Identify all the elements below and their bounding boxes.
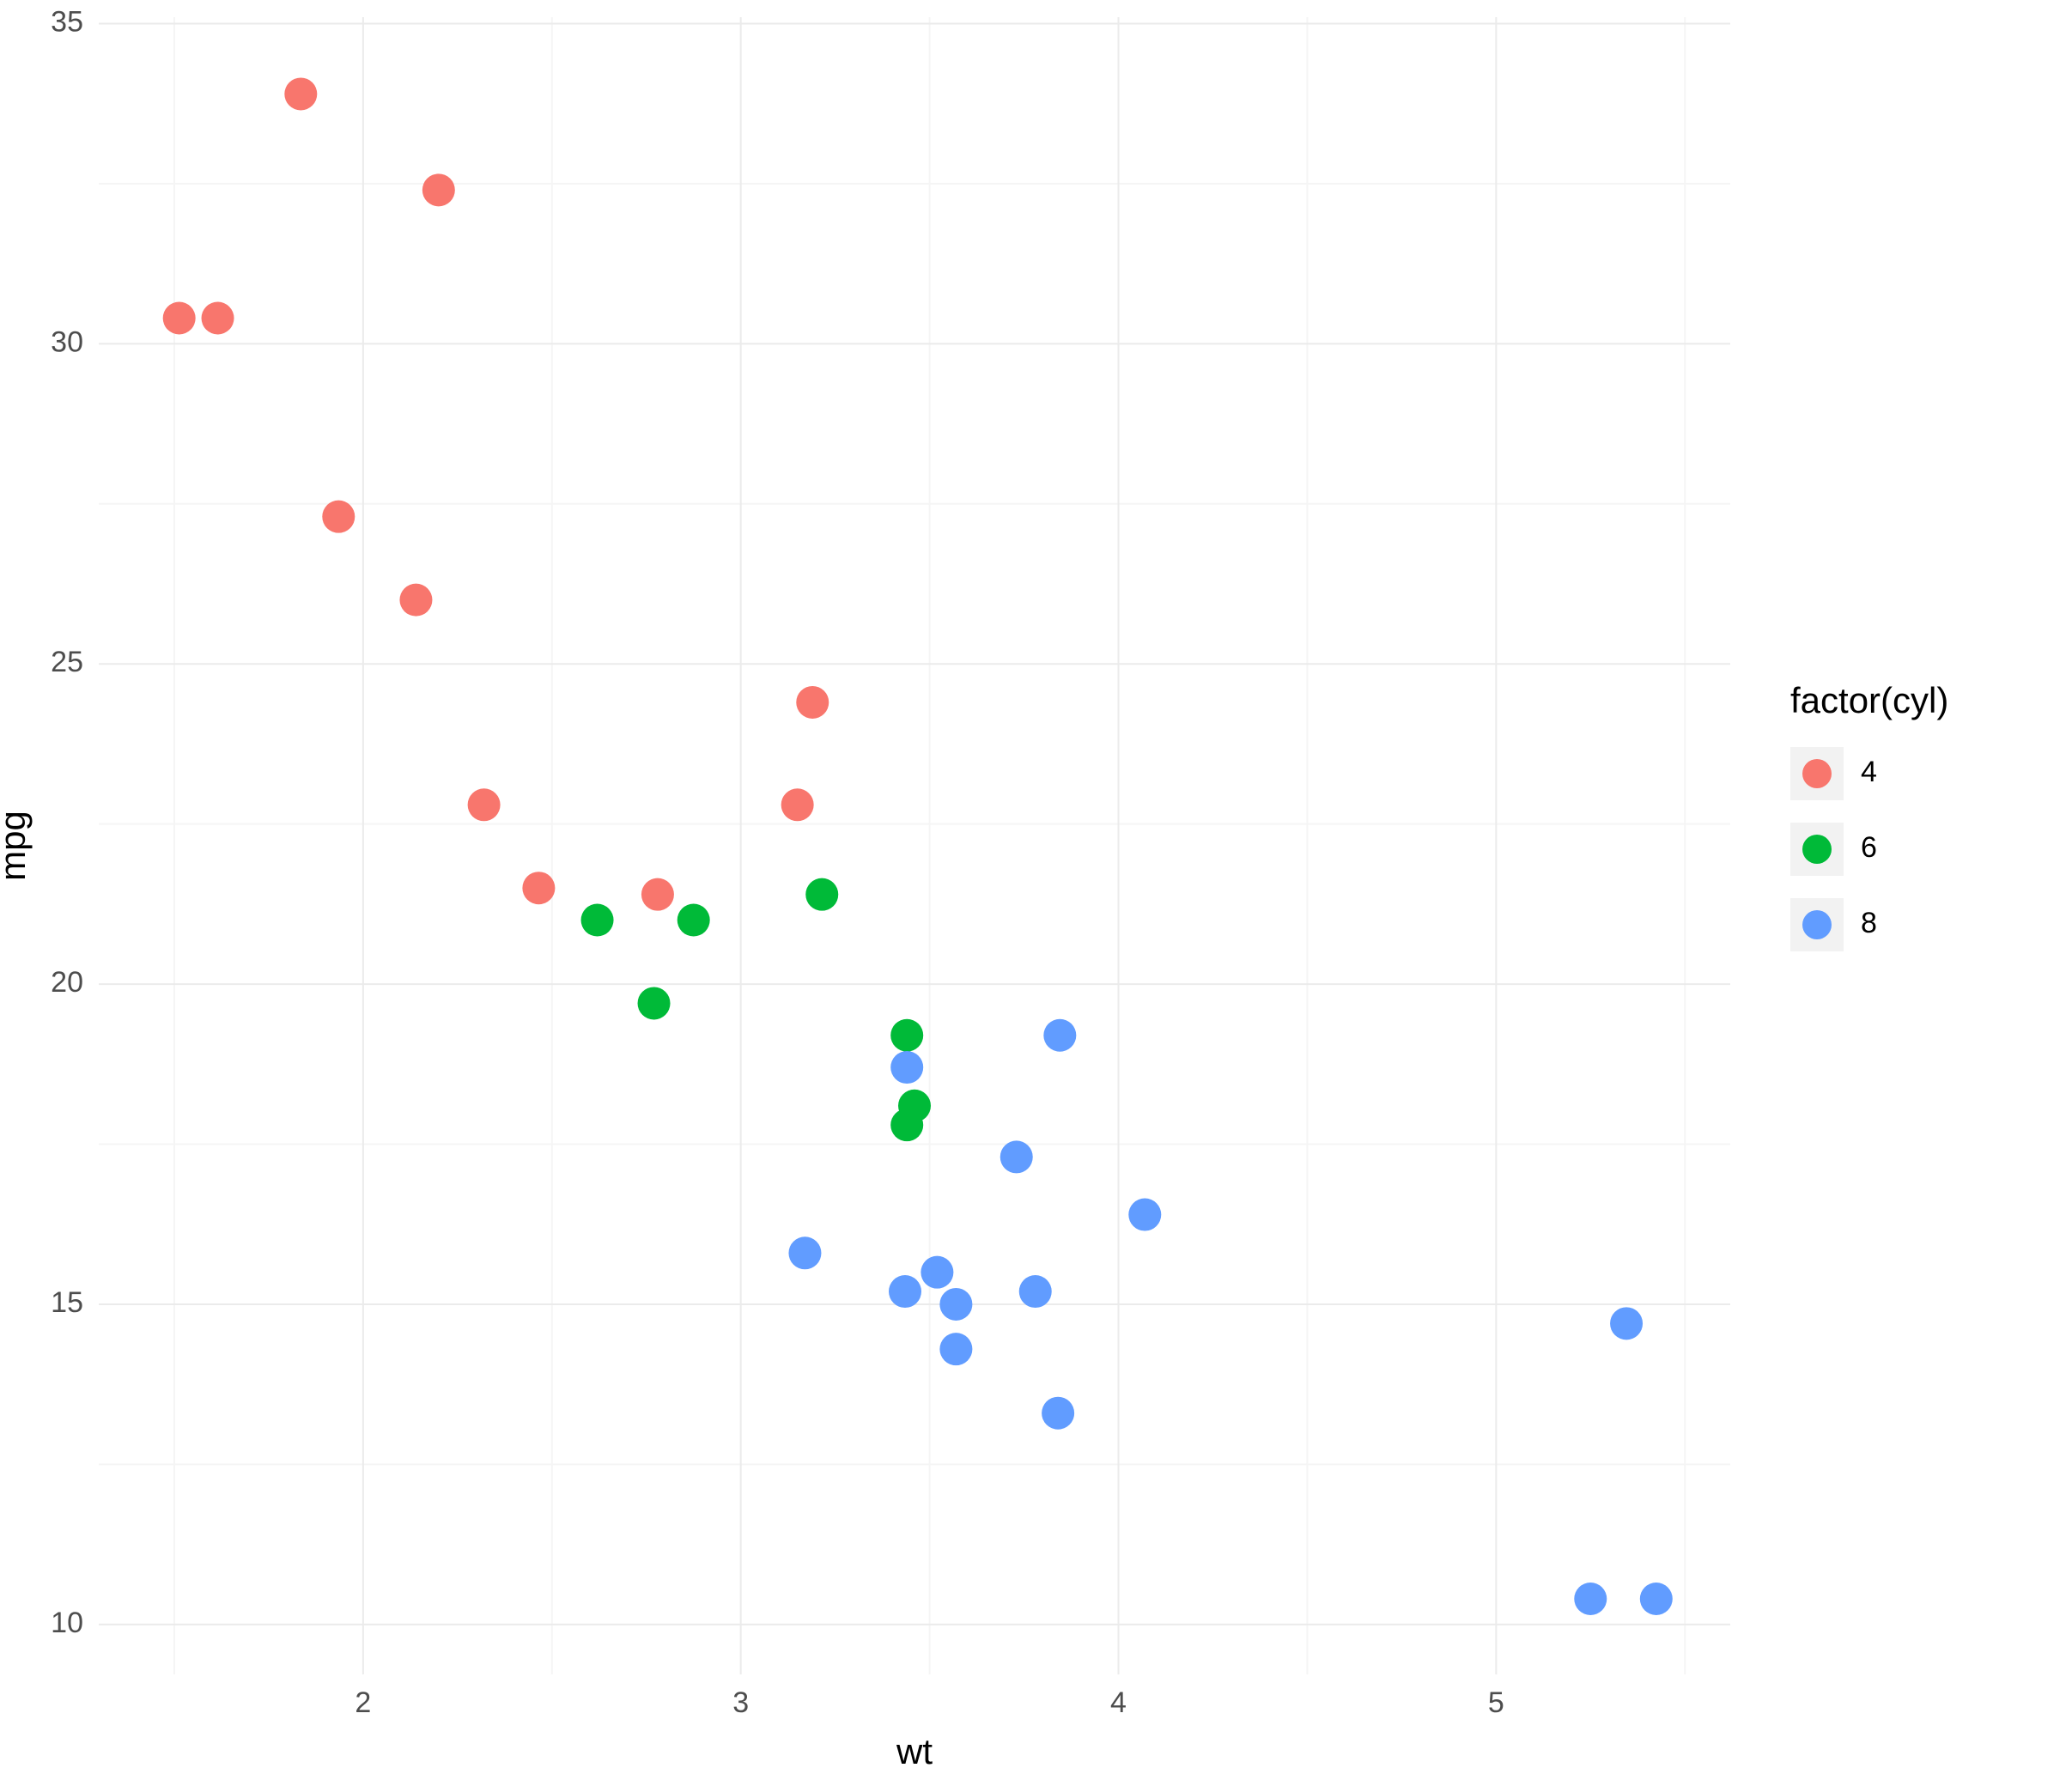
x-axis-title: wt xyxy=(896,1731,933,1771)
y-axis-title: mpg xyxy=(0,811,33,881)
data-point xyxy=(1128,1199,1161,1231)
data-point xyxy=(890,1051,923,1084)
data-point xyxy=(939,1333,972,1365)
data-point xyxy=(468,788,501,821)
data-point xyxy=(921,1256,953,1289)
data-point xyxy=(399,584,432,617)
legend-swatch-icon xyxy=(1802,835,1832,864)
data-point xyxy=(641,878,674,911)
y-tick-label: 10 xyxy=(51,1607,83,1639)
x-tick-label: 4 xyxy=(1110,1686,1127,1719)
data-point xyxy=(781,788,814,821)
x-tick-label: 5 xyxy=(1488,1686,1504,1719)
data-point xyxy=(1574,1583,1607,1615)
chart-svg: 2 3 4 5 10 15 20 25 30 35 wt mpg factor(cyl) 4 6 8 xyxy=(0,0,2072,1774)
legend-swatch-icon xyxy=(1802,910,1832,939)
data-point xyxy=(796,686,829,719)
x-tick-label: 3 xyxy=(732,1686,749,1719)
data-point xyxy=(163,302,196,335)
data-point xyxy=(889,1275,921,1308)
legend-label: 4 xyxy=(1861,756,1877,788)
y-tick-label: 35 xyxy=(51,5,83,38)
legend-label: 6 xyxy=(1861,831,1877,864)
data-point xyxy=(1000,1140,1033,1173)
scatter-chart: 2 3 4 5 10 15 20 25 30 35 wt mpg factor(cyl) 4 6 8 xyxy=(0,0,2072,1774)
data-point xyxy=(202,302,234,335)
legend-title: factor(cyl) xyxy=(1790,680,1948,720)
x-tick-label: 2 xyxy=(355,1686,371,1719)
data-point xyxy=(890,1019,923,1052)
data-point xyxy=(1019,1275,1052,1308)
data-point xyxy=(1610,1307,1643,1340)
data-point xyxy=(284,77,317,110)
data-point xyxy=(788,1236,821,1269)
data-point xyxy=(422,173,455,206)
data-point xyxy=(1042,1397,1074,1430)
y-tick-label: 25 xyxy=(51,646,83,678)
legend-label: 8 xyxy=(1861,907,1877,939)
data-point xyxy=(581,904,614,937)
data-point xyxy=(805,878,838,911)
legend-swatch-icon xyxy=(1802,759,1832,788)
data-point xyxy=(322,501,355,533)
data-point xyxy=(678,904,710,937)
data-point xyxy=(522,872,555,904)
y-tick-label: 20 xyxy=(51,966,83,999)
data-point xyxy=(890,1109,923,1141)
y-tick-label: 30 xyxy=(51,325,83,358)
data-point xyxy=(939,1288,972,1321)
data-point xyxy=(1640,1583,1673,1615)
data-point xyxy=(638,987,671,1019)
y-tick-label: 15 xyxy=(51,1286,83,1319)
data-point xyxy=(1043,1019,1076,1052)
